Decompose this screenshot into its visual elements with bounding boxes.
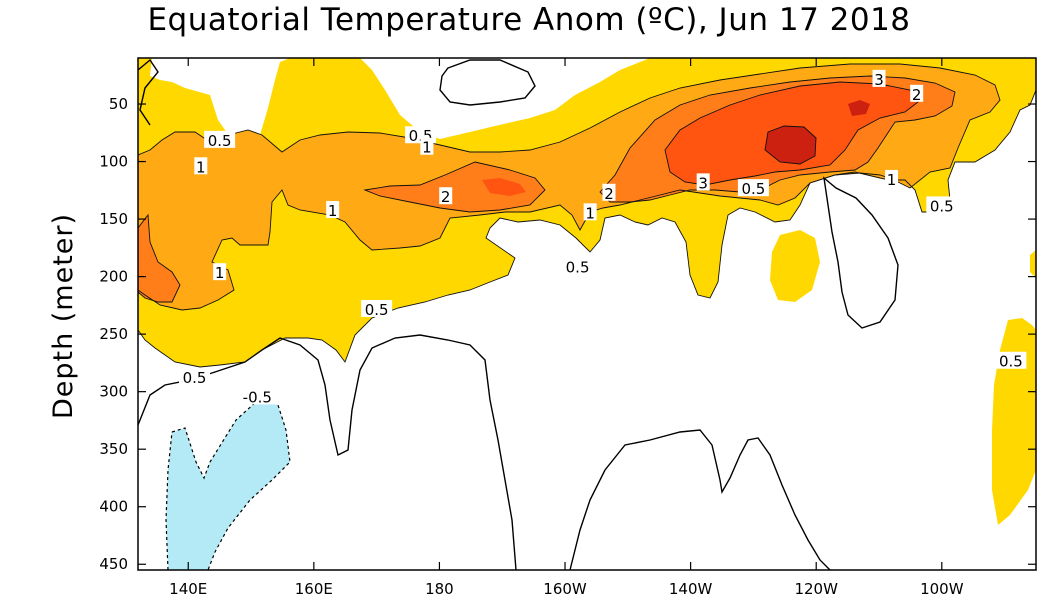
- contour-label: 3: [698, 174, 708, 192]
- contour-label-bg: [696, 173, 710, 191]
- contour-zero-south: [569, 429, 831, 570]
- contour-label: 2: [441, 188, 451, 206]
- fill-pos-2: [138, 215, 180, 302]
- contour-label: 0.5: [566, 258, 590, 276]
- fill-pos-3-west: [482, 178, 526, 196]
- y-tick-label: 50: [109, 95, 128, 113]
- contour-label: 0.5: [999, 353, 1023, 371]
- y-tick-label: 250: [99, 325, 128, 343]
- y-tick-label: 450: [99, 555, 128, 573]
- contour-line-0-5: [138, 89, 1036, 368]
- contour-label: 1: [887, 171, 897, 189]
- contour-label: 1: [328, 202, 338, 220]
- fill-pos-2-mid: [365, 162, 545, 212]
- contour-label: 1: [585, 204, 595, 222]
- y-tick-label: 300: [99, 383, 128, 401]
- contour-label-bg: [179, 367, 211, 385]
- contour-label-bg: [995, 351, 1027, 369]
- contour-label-bg: [562, 257, 594, 275]
- contour-label-bg: [213, 263, 227, 281]
- contour-label-bg: [885, 169, 899, 187]
- contour-zero-east: [823, 176, 899, 329]
- contour-label-bg: [926, 196, 958, 214]
- y-tick-label: 150: [99, 210, 128, 228]
- contour-label: -0.5: [243, 388, 272, 406]
- plot-area: [138, 58, 1036, 570]
- contour-line-2-mid: [363, 161, 546, 213]
- chart-title: Equatorial Temperature Anom (ºC), Jun 17…: [147, 2, 911, 38]
- contour-label: 0.5: [208, 132, 232, 150]
- x-tick-label: 180: [425, 580, 454, 598]
- x-tick-label: 160E: [295, 580, 333, 598]
- contour-label-bg: [602, 183, 616, 201]
- fill-pos-4-small: [848, 100, 870, 116]
- contour-label-bg: [194, 157, 208, 175]
- contour-label: 3: [874, 71, 884, 89]
- contour-label: 0.5: [365, 301, 389, 319]
- y-tick-label: 400: [99, 498, 128, 516]
- contour-label-bg: [361, 299, 393, 317]
- x-tick-label: 100W: [920, 580, 964, 598]
- contour-label: 2: [912, 86, 922, 104]
- y-tick-label: 100: [99, 153, 128, 171]
- contour-label-bg: [439, 187, 453, 205]
- y-axis-label: Depth (meter): [48, 213, 79, 419]
- fill-pos-4: [765, 126, 816, 164]
- contour-label-bg: [204, 130, 236, 148]
- fill-neg-0-5: [166, 398, 290, 570]
- y-tick-label: 350: [99, 440, 128, 458]
- contour-zero-midsouth: [138, 334, 517, 570]
- contour-label: 1: [196, 158, 206, 176]
- fill-pos-0-5-blob-b: [992, 318, 1036, 525]
- contour-line-2-west: [138, 213, 181, 303]
- contour-lines: [138, 58, 899, 570]
- contour-label-bg: [237, 387, 278, 405]
- contour-line-3: [664, 81, 919, 186]
- x-tick-label: 160W: [543, 580, 587, 598]
- contour-label-bg: [910, 84, 924, 102]
- contour-neg-west: [138, 58, 159, 126]
- contour-label-bg: [737, 179, 769, 197]
- contour-label-bg: [583, 203, 597, 221]
- contour-label-bg: [326, 201, 340, 219]
- contour-label: 1: [422, 139, 432, 157]
- contour-label: 0.5: [930, 197, 954, 215]
- x-axis: 140E 160E 180 160W 140W 120W 100W: [169, 58, 964, 598]
- contour-label-bg: [420, 137, 434, 155]
- contour-line-2: [599, 75, 956, 203]
- plot-frame: [137, 57, 1037, 571]
- contour-label-bg: [872, 69, 886, 87]
- contour-label: 1: [215, 264, 225, 282]
- contour-label: 0.5: [183, 369, 207, 387]
- contour-label: 2: [604, 185, 614, 203]
- y-axis: 50 100 150 200 250 300 350 400 450: [99, 95, 1036, 573]
- contour-zero-upper: [439, 59, 536, 106]
- fill-pos-0-5-blob-c: [1030, 250, 1036, 278]
- x-tick-label: 120W: [794, 580, 838, 598]
- y-tick-label: 200: [99, 268, 128, 286]
- contour-line-4: [764, 125, 817, 165]
- x-tick-label: 140E: [169, 580, 207, 598]
- x-tick-label: 140W: [669, 580, 713, 598]
- fill-pos-0-5-blob-a: [770, 230, 820, 302]
- contour-label: 0.5: [741, 180, 765, 198]
